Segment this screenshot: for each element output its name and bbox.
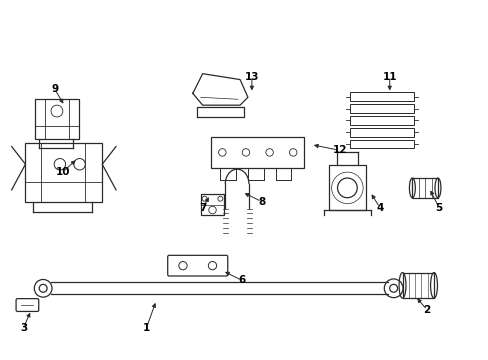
Text: 10: 10 <box>56 167 70 177</box>
Bar <box>35 99 79 139</box>
Text: 2: 2 <box>423 305 430 315</box>
Text: 9: 9 <box>51 84 59 94</box>
Text: 6: 6 <box>238 275 245 285</box>
Text: 1: 1 <box>142 323 150 333</box>
Text: 12: 12 <box>332 145 347 156</box>
Bar <box>349 93 413 101</box>
Bar <box>411 178 437 198</box>
Text: 8: 8 <box>258 197 265 207</box>
Bar <box>349 140 413 148</box>
Text: 13: 13 <box>244 72 259 82</box>
Bar <box>402 273 433 298</box>
Bar <box>200 194 224 215</box>
Bar <box>25 143 102 202</box>
Text: 4: 4 <box>375 203 383 212</box>
Text: 5: 5 <box>434 203 442 212</box>
Bar <box>349 104 413 113</box>
Bar <box>328 165 366 210</box>
Bar <box>210 137 304 168</box>
Bar <box>349 116 413 125</box>
Bar <box>349 128 413 137</box>
Text: 3: 3 <box>20 323 27 333</box>
Text: 7: 7 <box>199 203 206 212</box>
Text: 11: 11 <box>382 72 396 82</box>
